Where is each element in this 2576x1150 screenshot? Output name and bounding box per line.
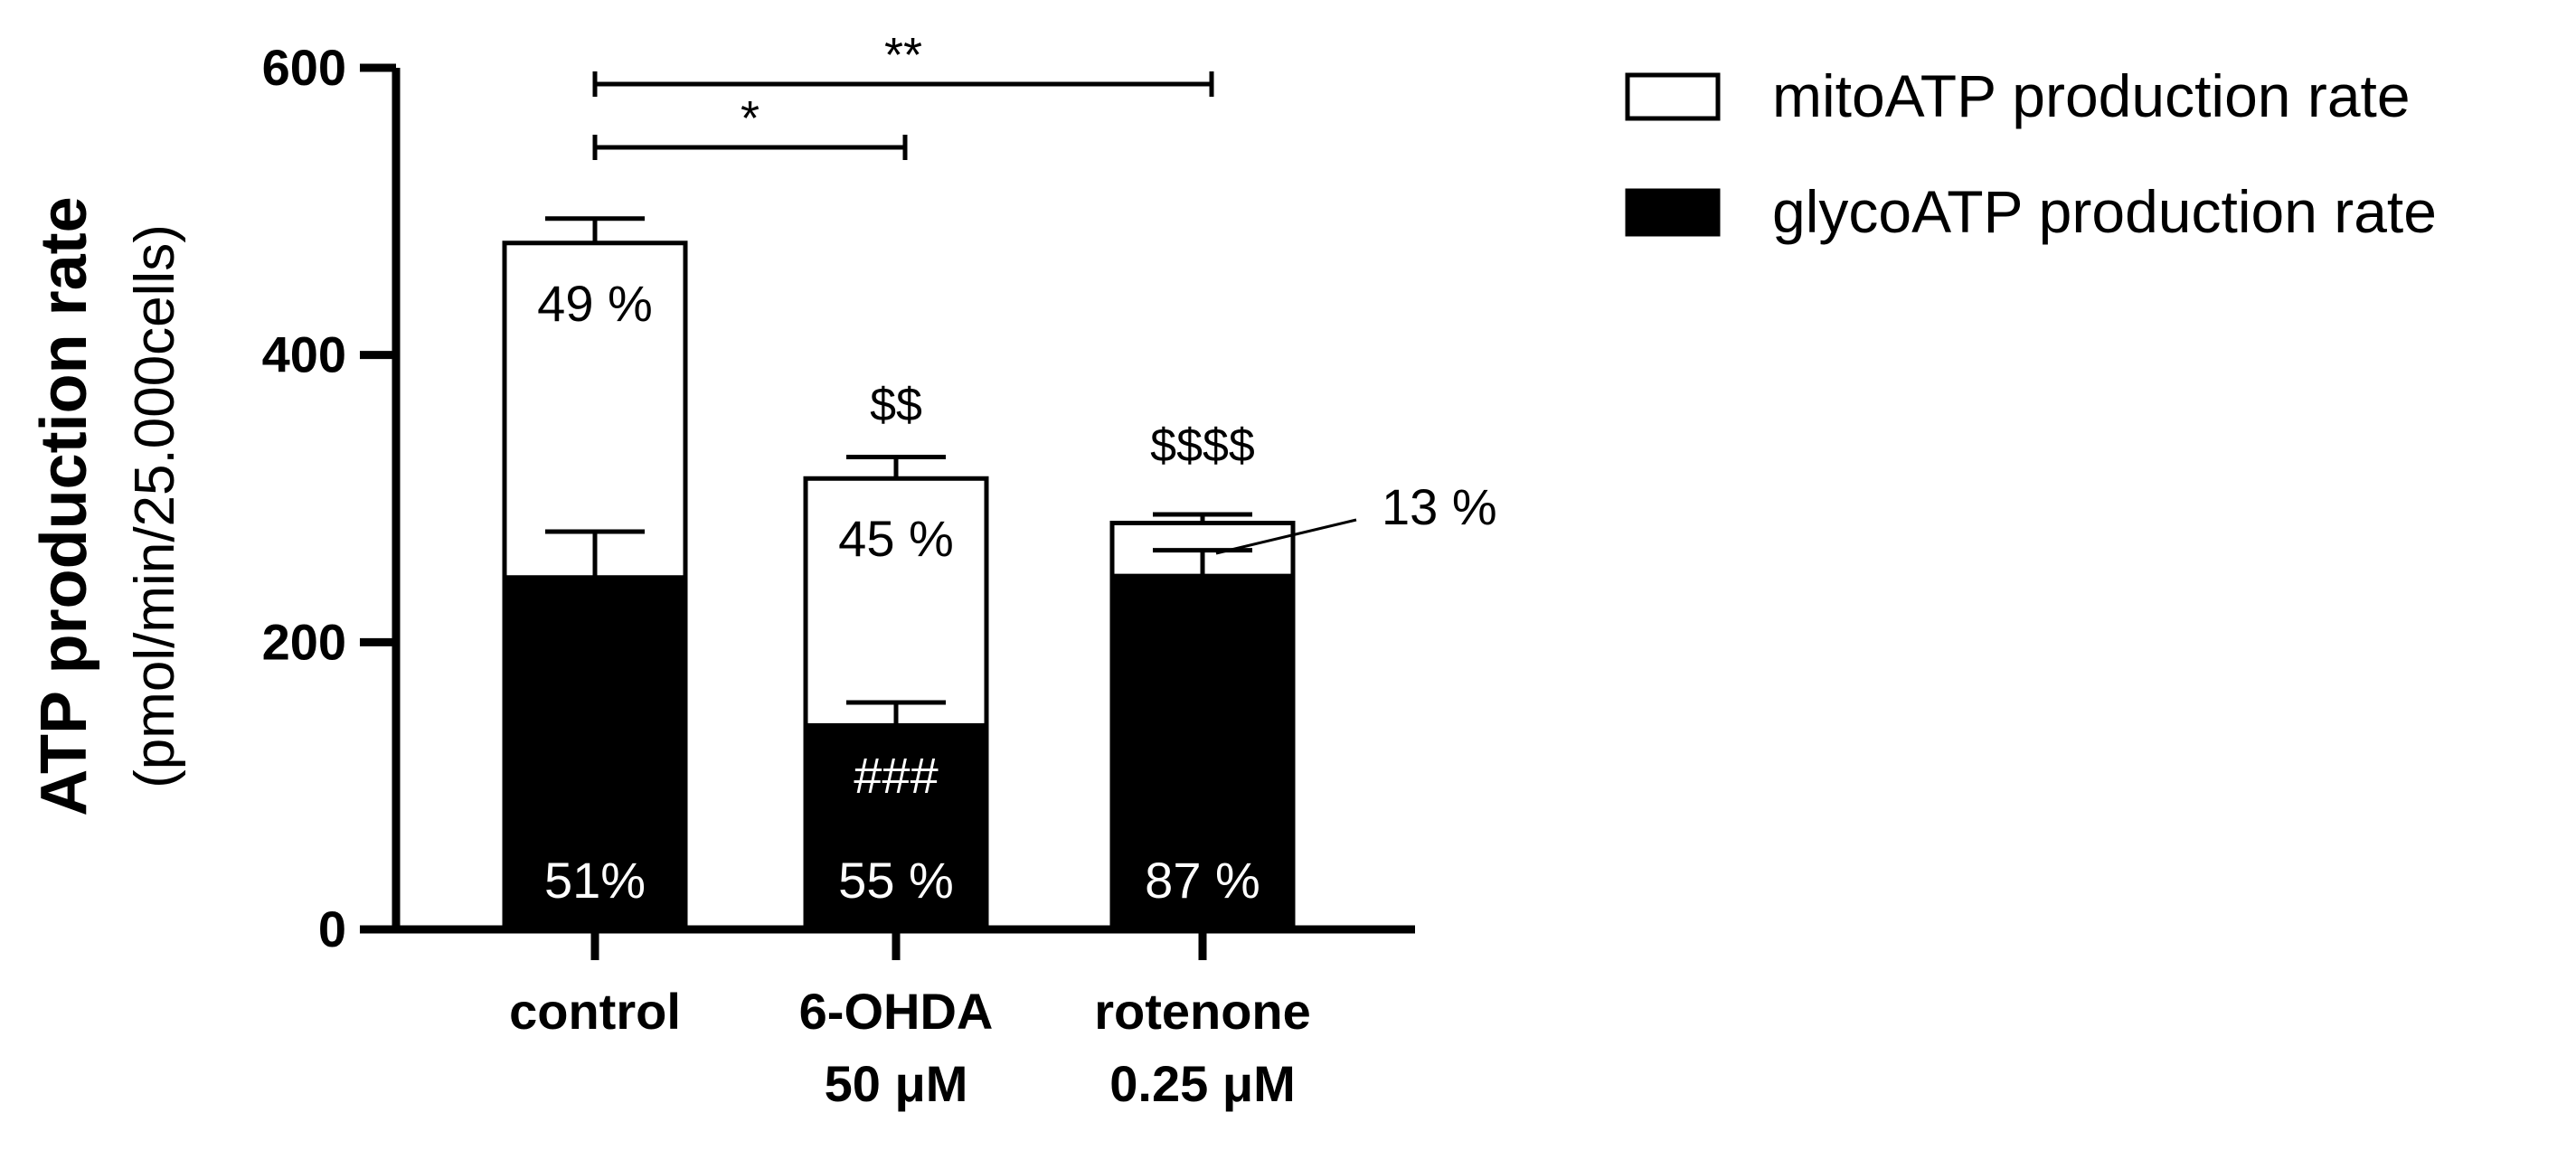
bar-mito (502, 240, 688, 580)
significance-annotation: $$ (870, 379, 922, 431)
data-label-mito: 13 % (1382, 478, 1497, 535)
y-tick-label: 200 (262, 613, 346, 670)
significance-annotation: ### (854, 747, 938, 804)
data-label-mito: 49 % (537, 275, 653, 332)
bar-glyco (502, 575, 688, 932)
legend-label: mitoATP production rate (1772, 62, 2411, 129)
y-tick-label: 400 (262, 326, 346, 383)
legend-label: glycoATP production rate (1772, 178, 2437, 245)
legend-swatch (1625, 72, 1721, 121)
bar-glyco (1109, 573, 1296, 932)
legend-swatch (1625, 188, 1721, 237)
x-tick-label-line2: 0.25 μM (1109, 1055, 1295, 1112)
y-axis-title: ATP production rate (28, 196, 100, 815)
data-label-glyco: 87 % (1145, 852, 1260, 909)
data-label-glyco: 55 % (838, 852, 954, 909)
x-tick-label: rotenone (1094, 983, 1311, 1040)
x-tick-label: control (509, 983, 681, 1040)
x-tick-label-line2: 50 μM (825, 1055, 968, 1112)
leader-line (1215, 518, 1357, 555)
comparison-label: ** (884, 28, 922, 82)
significance-annotation: $$$$ (1150, 419, 1255, 472)
x-tick-label: 6-OHDA (799, 983, 994, 1040)
y-tick-label: 0 (318, 900, 346, 957)
data-label-mito: 45 % (838, 510, 954, 567)
y-tick-label: 600 (262, 39, 346, 96)
bar-glyco (803, 722, 989, 932)
data-label-glyco: 51% (544, 852, 646, 909)
y-axis-subtitle: (pmol/min/25.000cells) (124, 224, 186, 788)
comparison-label: * (741, 91, 760, 146)
